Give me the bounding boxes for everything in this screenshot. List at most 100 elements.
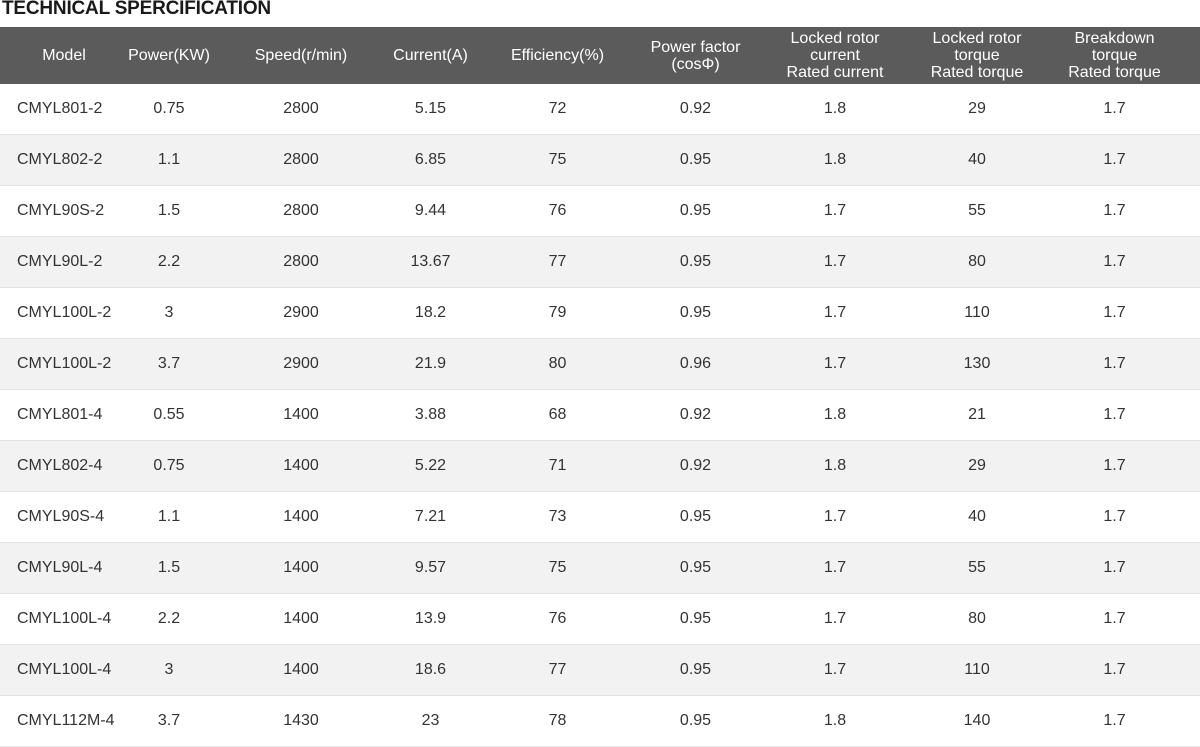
column-header-line: Rated torque [930, 64, 1024, 81]
cell-locked-rotor-current: 1.7 [745, 644, 925, 696]
column-header-locked-rotor-torque: Locked rotor torque Rated torque [925, 27, 1029, 84]
cell-power-factor: 0.95 [646, 134, 745, 186]
cell-locked-rotor-torque: 21 [925, 389, 1029, 441]
cell-model: CMYL802-4 [0, 440, 128, 492]
cell-locked-rotor-torque: 80 [925, 593, 1029, 645]
cell-speed: 1400 [210, 491, 392, 543]
cell-current: 18.6 [392, 644, 469, 696]
table-header: Model Power(KW) Speed(r/min) Current(A) Effi… [0, 27, 1200, 84]
cell-locked-rotor-torque: 110 [925, 644, 1029, 696]
cell-speed: 2800 [210, 134, 392, 186]
cell-model: CMYL90L-2 [0, 236, 128, 288]
column-header-speed: Speed(r/min) [210, 27, 392, 84]
cell-model: CMYL100L-2 [0, 338, 128, 390]
cell-power: 0.55 [128, 389, 210, 441]
table-row: CMYL90S-2 1.5 2800 9.44 76 0.95 1.7 55 1.7 [0, 185, 1200, 237]
cell-locked-rotor-torque: 80 [925, 236, 1029, 288]
cell-locked-rotor-torque: 55 [925, 185, 1029, 237]
cell-model: CMYL90S-2 [0, 185, 128, 237]
column-header-line: Locked rotor [790, 30, 880, 47]
cell-model: CMYL100L-2 [0, 287, 128, 339]
cell-power-factor: 0.95 [646, 185, 745, 237]
cell-power: 0.75 [128, 84, 210, 135]
cell-power: 1.5 [128, 185, 210, 237]
cell-locked-rotor-current: 1.7 [745, 593, 925, 645]
table-row: CMYL90L-4 1.5 1400 9.57 75 0.95 1.7 55 1.7 [0, 542, 1200, 594]
cell-power: 1.1 [128, 491, 210, 543]
cell-power-factor: 0.95 [646, 593, 745, 645]
cell-current: 13.9 [392, 593, 469, 645]
cell-locked-rotor-current: 1.7 [745, 542, 925, 594]
cell-locked-rotor-torque: 29 [925, 84, 1029, 135]
cell-model: CMYL100L-4 [0, 593, 128, 645]
cell-breakdown-torque: 1.7 [1029, 593, 1200, 645]
cell-power-factor: 0.95 [646, 236, 745, 288]
cell-speed: 1400 [210, 644, 392, 696]
cell-locked-rotor-current: 1.7 [745, 491, 925, 543]
cell-efficiency: 71 [469, 440, 646, 492]
cell-speed: 1400 [210, 593, 392, 645]
column-header-line: Rated torque [1068, 64, 1161, 81]
cell-power: 1.1 [128, 134, 210, 186]
cell-breakdown-torque: 1.7 [1029, 185, 1200, 237]
cell-locked-rotor-torque: 140 [925, 695, 1029, 747]
cell-power: 2.2 [128, 236, 210, 288]
cell-current: 13.67 [392, 236, 469, 288]
cell-locked-rotor-current: 1.8 [745, 84, 925, 135]
cell-efficiency: 73 [469, 491, 646, 543]
column-header-line: Speed(r/min) [254, 47, 348, 64]
cell-efficiency: 75 [469, 134, 646, 186]
cell-breakdown-torque: 1.7 [1029, 440, 1200, 492]
cell-locked-rotor-torque: 29 [925, 440, 1029, 492]
table-row: CMYL802-4 0.75 1400 5.22 71 0.92 1.8 29 1.7 [0, 440, 1200, 492]
cell-model: CMYL801-2 [0, 84, 128, 135]
cell-model: CMYL100L-4 [0, 644, 128, 696]
cell-speed: 2900 [210, 287, 392, 339]
page-title: TECHNICAL SPERCIFICATION [2, 0, 271, 19]
cell-efficiency: 76 [469, 593, 646, 645]
cell-locked-rotor-current: 1.8 [745, 440, 925, 492]
cell-model: CMYL802-2 [0, 134, 128, 186]
cell-breakdown-torque: 1.7 [1029, 287, 1200, 339]
table-row: CMYL112M-4 3.7 1430 23 78 0.95 1.8 140 1.7 [0, 695, 1200, 747]
cell-current: 23 [392, 695, 469, 747]
cell-speed: 2900 [210, 338, 392, 390]
cell-locked-rotor-torque: 40 [925, 491, 1029, 543]
cell-locked-rotor-current: 1.7 [745, 287, 925, 339]
cell-locked-rotor-torque: 110 [925, 287, 1029, 339]
cell-power-factor: 0.92 [646, 440, 745, 492]
table-row: CMYL100L-4 3 1400 18.6 77 0.95 1.7 110 1.7 [0, 644, 1200, 696]
column-header-locked-rotor-current: Locked rotor current Rated current [745, 27, 925, 84]
table-row: CMYL100L-2 3 2900 18.2 79 0.95 1.7 110 1.7 [0, 287, 1200, 339]
column-header-model: Model [0, 27, 128, 84]
cell-efficiency: 76 [469, 185, 646, 237]
column-header-line: Current(A) [393, 47, 468, 64]
cell-locked-rotor-current: 1.8 [745, 389, 925, 441]
table-row: CMYL801-4 0.55 1400 3.88 68 0.92 1.8 21 1.7 [0, 389, 1200, 441]
cell-speed: 1400 [210, 542, 392, 594]
cell-breakdown-torque: 1.7 [1029, 236, 1200, 288]
column-header-line: Rated current [786, 64, 884, 81]
cell-breakdown-torque: 1.7 [1029, 389, 1200, 441]
cell-current: 5.15 [392, 84, 469, 135]
cell-locked-rotor-torque: 130 [925, 338, 1029, 390]
table-body: CMYL801-2 0.75 2800 5.15 72 0.92 1.8 29 1.7 CMYL8… [0, 84, 1200, 747]
cell-efficiency: 75 [469, 542, 646, 594]
table-row: CMYL801-2 0.75 2800 5.15 72 0.92 1.8 29 1.7 [0, 84, 1200, 135]
cell-locked-rotor-current: 1.8 [745, 134, 925, 186]
cell-breakdown-torque: 1.7 [1029, 695, 1200, 747]
column-header-line: (cosΦ) [671, 55, 720, 73]
column-header-line: Breakdown [1074, 30, 1155, 47]
column-header-line: torque [1091, 47, 1138, 64]
column-header-efficiency: Efficiency(%) [469, 27, 646, 84]
cell-power: 3 [128, 287, 210, 339]
cell-power-factor: 0.95 [646, 287, 745, 339]
cell-power-factor: 0.92 [646, 389, 745, 441]
cell-current: 3.88 [392, 389, 469, 441]
cell-locked-rotor-torque: 40 [925, 134, 1029, 186]
column-header-line: Power factor [650, 38, 741, 56]
cell-speed: 1400 [210, 389, 392, 441]
cell-breakdown-torque: 1.7 [1029, 542, 1200, 594]
header-row: Model Power(KW) Speed(r/min) Current(A) Effi… [0, 27, 1200, 84]
cell-locked-rotor-current: 1.7 [745, 338, 925, 390]
